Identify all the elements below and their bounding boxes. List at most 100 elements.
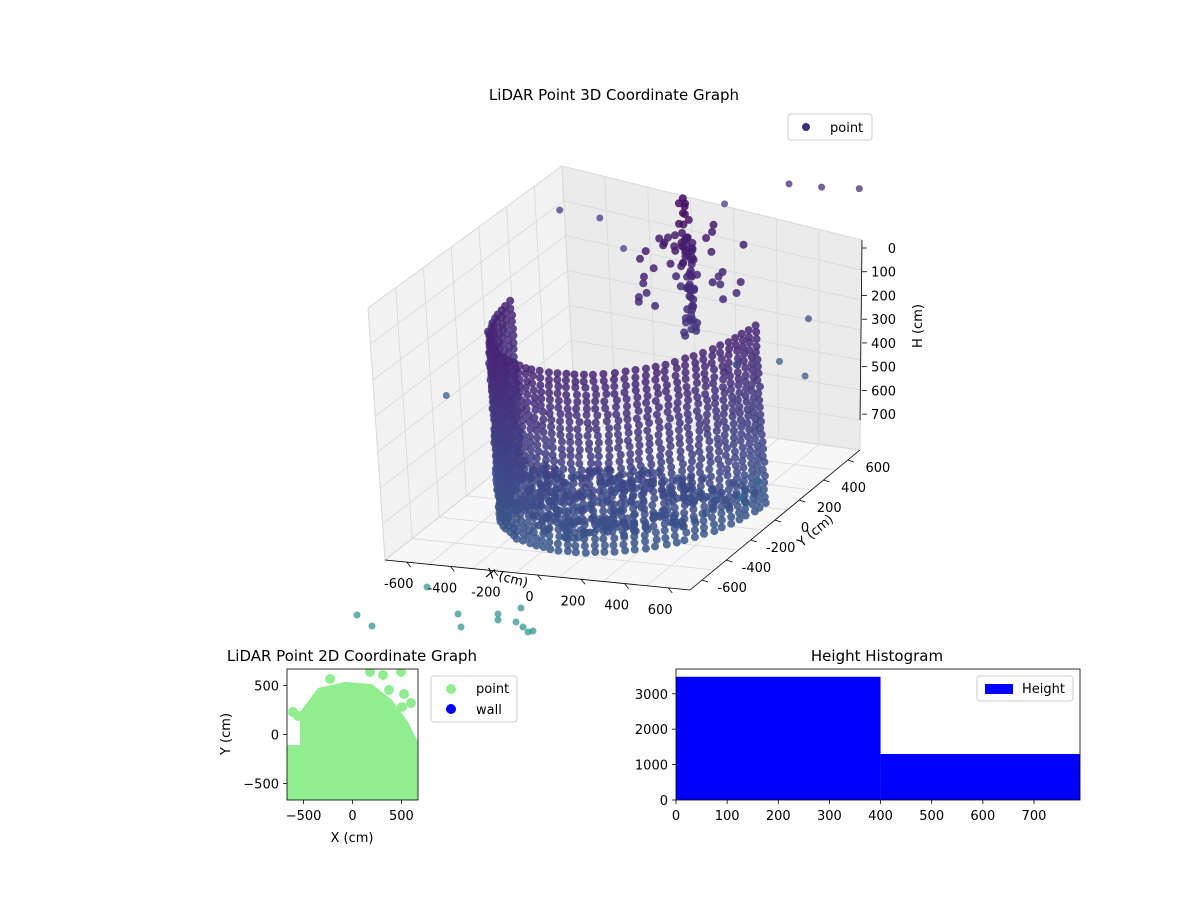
point-3d <box>592 390 601 399</box>
legend-histogram-swatch <box>985 684 1013 694</box>
point-3d <box>741 391 750 400</box>
point-3d <box>626 470 634 479</box>
point-3d <box>734 374 743 383</box>
point-3d <box>646 453 654 462</box>
point-3d <box>553 369 562 378</box>
point-3d <box>495 323 504 332</box>
point-3d <box>368 622 376 630</box>
point-3d <box>529 627 537 635</box>
point-3d <box>512 618 520 626</box>
point-3d <box>604 431 613 440</box>
histogram-title: Height Histogram <box>811 647 943 665</box>
point-3d <box>554 396 563 405</box>
point-3d <box>559 478 568 487</box>
y-axis-label-2d: Y (cm) <box>219 713 234 756</box>
point-3d <box>744 411 753 420</box>
point-3d <box>656 452 665 460</box>
point-3d <box>667 469 676 478</box>
point-3d <box>746 452 755 461</box>
point-3d <box>602 390 611 399</box>
point-3d <box>528 486 536 495</box>
point-3d <box>703 430 712 439</box>
point-3d <box>642 385 651 394</box>
point-3d <box>509 358 518 367</box>
point-3d <box>705 437 714 446</box>
point-3d <box>618 484 627 493</box>
point-3d <box>642 398 651 407</box>
point-3d <box>558 437 566 446</box>
point-3d <box>570 370 579 379</box>
legend-2d: point wall <box>430 675 518 723</box>
point-3d <box>654 403 663 412</box>
point-3d <box>594 459 603 468</box>
point-3d <box>733 502 742 510</box>
point-3d <box>545 510 554 519</box>
point-3d <box>747 473 756 482</box>
point-3d <box>661 374 669 383</box>
point-3d <box>633 393 642 402</box>
point-3d <box>670 242 679 251</box>
point-3d <box>547 422 556 431</box>
point-3d <box>651 397 660 406</box>
point-3d <box>725 344 734 353</box>
point-3d <box>714 455 723 464</box>
x-tick-label-3d: -600 <box>384 577 414 592</box>
point-3d <box>668 476 677 485</box>
point-3d <box>570 528 579 537</box>
point-3d <box>743 419 752 428</box>
point-3d <box>710 373 719 382</box>
x-tick-label-histogram: 0 <box>672 809 680 824</box>
x-tick-3d <box>493 570 499 576</box>
point-3d <box>606 500 615 509</box>
point-3d <box>679 487 688 496</box>
point-3d <box>688 484 697 493</box>
x-tick-label-histogram: 700 <box>1022 809 1047 824</box>
point-3d <box>566 451 575 460</box>
point-3d <box>741 511 750 520</box>
point-3d <box>645 439 654 448</box>
point-3d <box>652 535 661 544</box>
point-3d <box>522 405 531 413</box>
point-3d <box>575 418 584 426</box>
point-3d <box>554 546 563 555</box>
point-3d <box>723 465 731 474</box>
point-3d <box>673 385 682 394</box>
point-3d <box>739 463 748 472</box>
point-3d <box>731 461 740 470</box>
point-3d <box>701 362 709 371</box>
chart-histogram: Height Histogram 0 100 200 300 400 500 600 7000… <box>635 647 1081 824</box>
point-3d <box>454 610 462 618</box>
point-3d <box>541 435 549 444</box>
point-3d <box>573 398 582 406</box>
point-3d <box>639 279 648 288</box>
point-3d <box>755 382 764 391</box>
point-3d <box>818 183 826 191</box>
point-3d <box>607 486 616 495</box>
point-3d <box>619 540 628 549</box>
point-3d <box>614 416 623 425</box>
point-3d <box>608 527 617 536</box>
point-3d <box>651 528 660 537</box>
point-3d <box>748 500 757 509</box>
point-3d <box>561 376 570 385</box>
point-3d <box>700 369 709 378</box>
point-3d <box>717 509 726 518</box>
point-3d <box>590 541 599 550</box>
point-3d <box>632 414 641 423</box>
legend-3d-marker <box>802 123 810 131</box>
point-3d <box>736 278 745 286</box>
grid-line <box>561 165 576 411</box>
point-3d <box>657 472 666 480</box>
point-3d <box>708 278 717 287</box>
legend-3d-label: point <box>830 121 863 136</box>
point-3d <box>702 417 711 426</box>
point-3d <box>627 498 636 506</box>
y-tick-label-2d: 0 <box>271 729 279 744</box>
y-tick-3d <box>823 479 830 483</box>
y-tick-label-histogram: 0 <box>660 794 668 809</box>
point-3d <box>674 426 683 434</box>
point-3d <box>753 455 762 464</box>
point-3d <box>744 432 752 441</box>
point-3d <box>647 467 656 476</box>
point-3d <box>605 479 614 488</box>
